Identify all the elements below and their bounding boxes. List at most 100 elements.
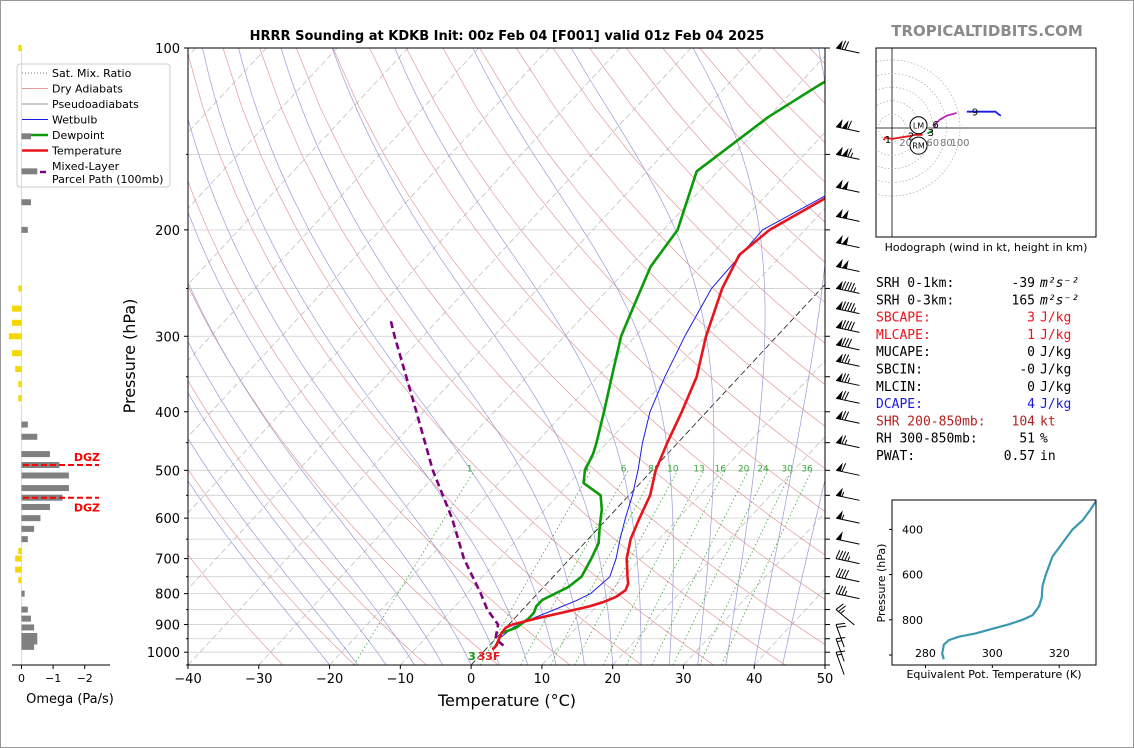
stat-label: SHR 200-850mb: bbox=[876, 414, 986, 429]
omega-bar bbox=[15, 366, 22, 373]
temperature-line bbox=[491, 196, 825, 651]
omega-bar bbox=[21, 643, 35, 650]
storm-motion-label: LM bbox=[913, 121, 924, 130]
stat-value: -0 bbox=[1019, 363, 1035, 378]
omega-bar bbox=[12, 319, 22, 326]
wind-barb bbox=[835, 337, 860, 351]
omega-bar bbox=[18, 45, 22, 51]
stat-value: 51 bbox=[1019, 432, 1035, 447]
y-tick-label: 100 bbox=[155, 42, 180, 57]
hodograph-axes bbox=[875, 47, 1097, 238]
y-tick-label: 200 bbox=[155, 224, 180, 239]
omega-bar bbox=[18, 285, 22, 292]
x-tick-label: 0 bbox=[467, 672, 475, 687]
stat-row: MLCIN: 0 J/kg bbox=[876, 380, 1071, 395]
y-tick-label: 900 bbox=[155, 619, 180, 634]
stat-row: PWAT: 0.57 in bbox=[876, 449, 1056, 464]
stat-unit: J/kg bbox=[1040, 363, 1071, 378]
stat-value: 165 bbox=[1012, 293, 1035, 308]
hodograph-caption: Hodograph (wind in kt, height in km) bbox=[885, 241, 1088, 254]
wind-barb bbox=[835, 462, 860, 476]
omega-bar bbox=[21, 503, 50, 510]
theta-e-y-tick: 400 bbox=[902, 523, 923, 536]
stat-row: SRH 0-3km: 165 m²s⁻² bbox=[876, 293, 1079, 308]
omega-tick-label: −1 bbox=[45, 672, 61, 685]
mix-ratio-label: 30 bbox=[781, 465, 793, 475]
y-tick-label: 700 bbox=[155, 553, 180, 568]
stat-value: 3 bbox=[1027, 311, 1035, 326]
surface-temperature-label: 33F bbox=[478, 650, 501, 663]
stat-row: RH 300-850mb: 51% bbox=[876, 432, 1048, 447]
theta-e-axes bbox=[891, 499, 1097, 666]
stat-row: MUCAPE: 0 J/kg bbox=[876, 345, 1071, 360]
x-tick-label: 20 bbox=[604, 672, 621, 687]
hodograph-height-label: 9 bbox=[972, 108, 978, 119]
wind-barb bbox=[835, 410, 860, 424]
wind-barb bbox=[835, 487, 860, 501]
wind-barb bbox=[835, 119, 860, 133]
theta-e-line bbox=[941, 500, 1096, 660]
theta-e-y-tick: 600 bbox=[902, 569, 923, 582]
x-tick-label: 30 bbox=[675, 672, 692, 687]
wind-barbs bbox=[835, 40, 860, 675]
stat-label: MUCAPE: bbox=[876, 345, 931, 360]
legend-label: Wetbulb bbox=[52, 114, 97, 127]
stat-unit: m²s⁻² bbox=[1039, 293, 1079, 308]
stat-value: 0 bbox=[1027, 380, 1035, 395]
omega-bar bbox=[15, 555, 22, 562]
stat-value: 1 bbox=[1027, 328, 1035, 343]
skewt-ticks: −40 −30 −20 −10 0 10 20 30 40 50 100 200 300 400 500 60… bbox=[147, 42, 833, 687]
wind-barb bbox=[835, 372, 860, 386]
omega-bar bbox=[21, 421, 28, 428]
wetbulb-line bbox=[492, 195, 825, 650]
omega-bar bbox=[21, 226, 28, 233]
dgz-label: DGZ bbox=[74, 502, 100, 515]
wind-barb bbox=[835, 550, 860, 565]
stat-label: SRH 0-1km: bbox=[876, 276, 954, 291]
wind-barb bbox=[835, 353, 860, 367]
x-tick-label: 50 bbox=[817, 672, 834, 687]
surface-labels: 3 33F bbox=[468, 650, 500, 663]
wind-barb bbox=[835, 637, 846, 662]
hodograph-ring-label: 20 bbox=[899, 138, 912, 149]
wind-barb bbox=[835, 234, 860, 249]
theta-e-y-tick: 800 bbox=[902, 614, 923, 627]
wind-barb bbox=[835, 568, 860, 583]
hodograph-height-label: 3 bbox=[928, 128, 934, 139]
stat-row: SBCAPE: 3 J/kg bbox=[876, 311, 1071, 326]
stat-unit: in bbox=[1040, 449, 1056, 464]
wind-barb bbox=[835, 531, 860, 545]
hodograph-segment bbox=[933, 112, 957, 129]
y-tick-label: 400 bbox=[155, 406, 180, 421]
mix-ratio-label: 36 bbox=[801, 465, 813, 475]
theta-e-x-tick: 300 bbox=[982, 647, 1003, 660]
wind-barb bbox=[835, 622, 847, 648]
omega-panel: DGZ DGZ 0 −1 −2 bbox=[8, 45, 110, 685]
omega-bar bbox=[18, 547, 22, 554]
stat-unit: J/kg bbox=[1040, 380, 1071, 395]
wind-barb bbox=[835, 146, 860, 160]
stat-value: 0.57 bbox=[1004, 449, 1035, 464]
hodograph-segment bbox=[966, 110, 1002, 117]
stat-unit: J/kg bbox=[1040, 345, 1071, 360]
y-tick-label: 800 bbox=[155, 588, 180, 603]
mix-ratio-label: 13 bbox=[693, 465, 704, 475]
mix-ratio-label: 24 bbox=[757, 465, 769, 475]
y-tick-label: 300 bbox=[155, 330, 180, 345]
wind-barb bbox=[835, 434, 860, 449]
stat-label: RH 300-850mb: bbox=[876, 432, 978, 447]
stat-value: 104 bbox=[1012, 414, 1036, 429]
omega-bar bbox=[15, 566, 22, 573]
wind-barb bbox=[835, 319, 860, 333]
omega-bar bbox=[21, 525, 35, 532]
stat-label: MLCIN: bbox=[876, 380, 923, 395]
omega-axis-label: Omega (Pa/s) bbox=[26, 692, 114, 707]
wind-barb bbox=[835, 390, 860, 404]
omega-bar bbox=[18, 395, 22, 402]
mix-ratio-label: 16 bbox=[715, 465, 727, 475]
stat-label: SRH 0-3km: bbox=[876, 293, 954, 308]
omega-bar bbox=[12, 305, 22, 312]
hodograph-ring-label: 100 bbox=[950, 138, 969, 149]
storm-motion-marker bbox=[909, 116, 928, 135]
omega-bar bbox=[18, 381, 22, 388]
